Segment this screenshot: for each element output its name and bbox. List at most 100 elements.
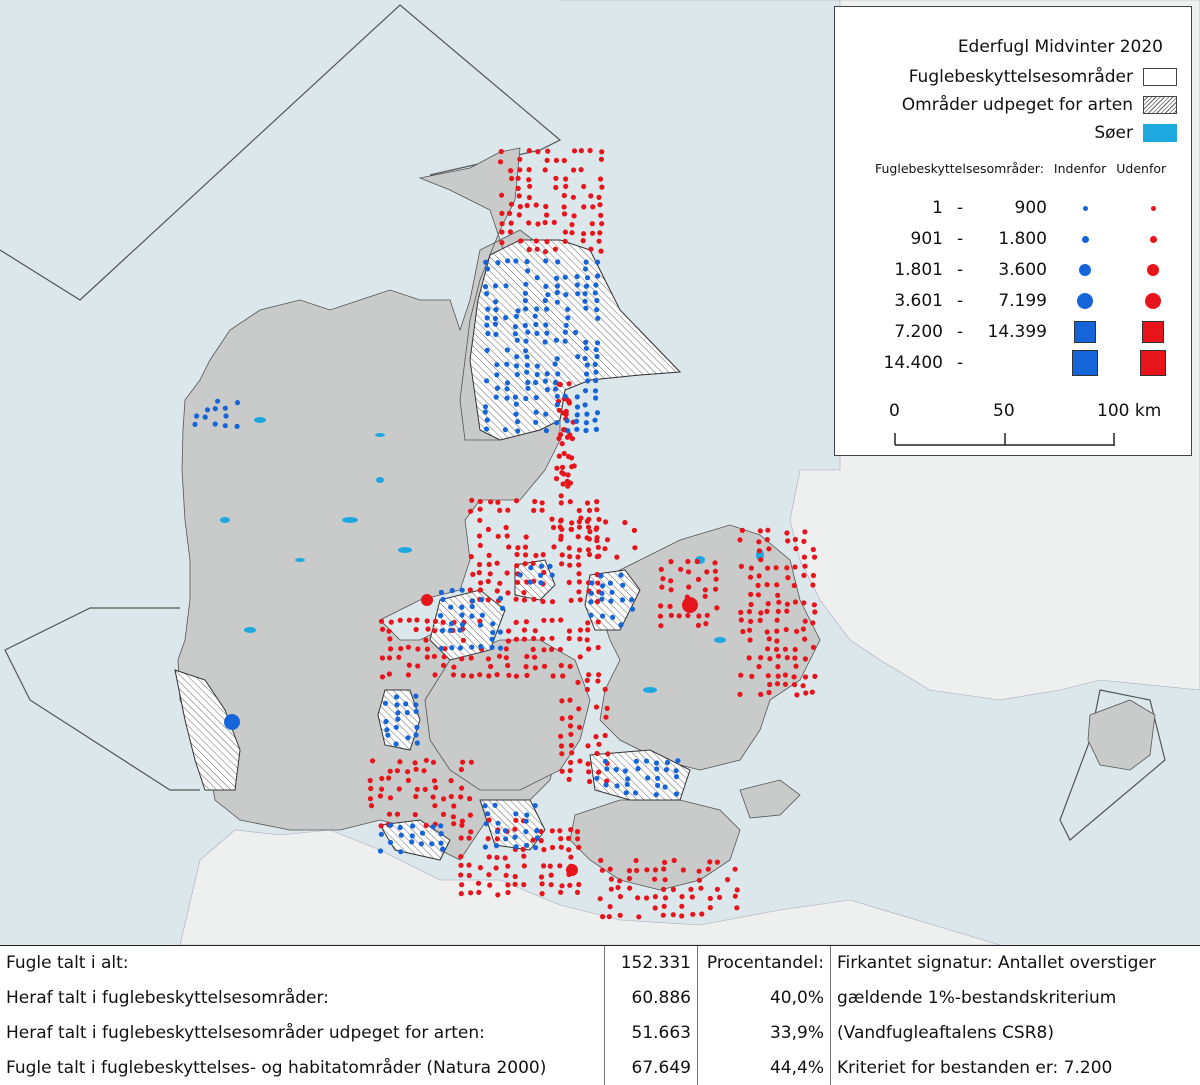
inside-dot [492,802,498,808]
inside-dot [528,565,534,571]
inside-dot [497,629,503,635]
outside-dot [423,637,429,643]
outside-dot [549,516,555,522]
outside-dot [596,516,602,523]
outside-dot [539,881,545,887]
outside-dot [597,230,603,236]
inside-dot [394,702,400,708]
outside-dot [775,653,782,659]
outside-dot [774,582,780,588]
outside-dot [533,552,539,559]
outside-dot [558,889,564,895]
outside-dot [757,617,763,624]
inside-dot [492,283,499,289]
outside-dot [576,519,582,525]
inside-dot [484,291,490,297]
outside-dot [589,230,596,236]
inside-dot [485,306,491,312]
inside-dot [608,598,614,604]
inside-dot [523,395,529,402]
outside-dot [594,750,600,757]
outside-dot [714,886,721,892]
outside-dot [707,859,713,865]
legend-symbol-outside [1150,205,1156,211]
outside-dot [566,847,572,853]
outside-dot [784,565,790,571]
outside-dot [432,672,438,678]
outside-dot [540,598,546,605]
inside-dot [497,645,504,651]
outside-dot [748,618,754,625]
outside-dot [571,213,577,219]
outside-dot [477,865,483,871]
outside-dot [469,673,475,679]
outside-dot [764,582,770,588]
inside-dot [593,282,599,288]
inside-dot [395,710,401,716]
swatch-lake [1143,124,1177,142]
stats-percent: Procentandel: [697,946,831,981]
outside-dot [765,646,771,652]
inside-dot [563,322,569,328]
inside-dot [484,266,491,272]
inside-dot [664,759,671,766]
outside-dot [680,867,687,873]
outside-dot [451,664,457,670]
legend-range-row: 14.400- [835,348,1193,378]
inside-dot [533,379,539,386]
outside-dot [670,912,676,918]
outside-dot [544,239,550,245]
outside-dot [424,646,430,652]
outside-dot [600,914,606,920]
outside-dot [775,592,781,598]
outside-dot [432,618,439,624]
inside-dot [594,410,601,416]
outside-dot [765,673,771,679]
outside-dot [503,524,509,531]
inside-dot [588,612,594,618]
inside-dot [485,330,491,337]
outside-dot [503,646,509,652]
outside-dot [459,785,465,791]
legend-column-title: Fuglebeskyttelsesområder: [875,161,1044,176]
outside-dot [746,609,753,615]
inside-dot [583,283,590,289]
outside-dot [412,812,418,818]
inside-dot [593,347,599,353]
outside-dot [521,863,527,869]
inside-dot [543,258,549,264]
outside-dot [493,865,499,871]
outside-dot [558,432,564,438]
outside-dot [636,914,642,920]
inside-dot [527,579,533,585]
outside-dot [792,646,798,653]
inside-dot [593,395,599,401]
inside-dot [512,324,519,330]
outside-dot [695,576,702,583]
stats-row: Heraf talt i fuglebeskyttelsesområder ud… [0,1015,1200,1051]
legend-symbol-inside [1082,205,1088,211]
outside-dot [398,646,404,652]
outside-dot [497,507,503,513]
outside-dot [467,812,473,818]
outside-dot [559,526,565,533]
outside-dot [460,672,466,679]
outside-dot [774,628,780,634]
inside-dot [534,835,540,841]
outside-dot [575,836,581,842]
outside-dot [521,589,527,596]
inside-dot [383,718,389,725]
inside-dot [202,414,208,420]
outside-dot [558,836,564,842]
outside-dot [553,157,560,163]
outside-dot [644,867,650,873]
outside-dot [559,751,565,757]
land-bornholm [1087,699,1156,771]
outside-dot [431,778,438,784]
inside-dot [448,621,455,627]
outside-dot [378,823,384,829]
inside-dot [469,613,475,619]
outside-dot [659,584,665,590]
outside-dot [670,886,677,893]
